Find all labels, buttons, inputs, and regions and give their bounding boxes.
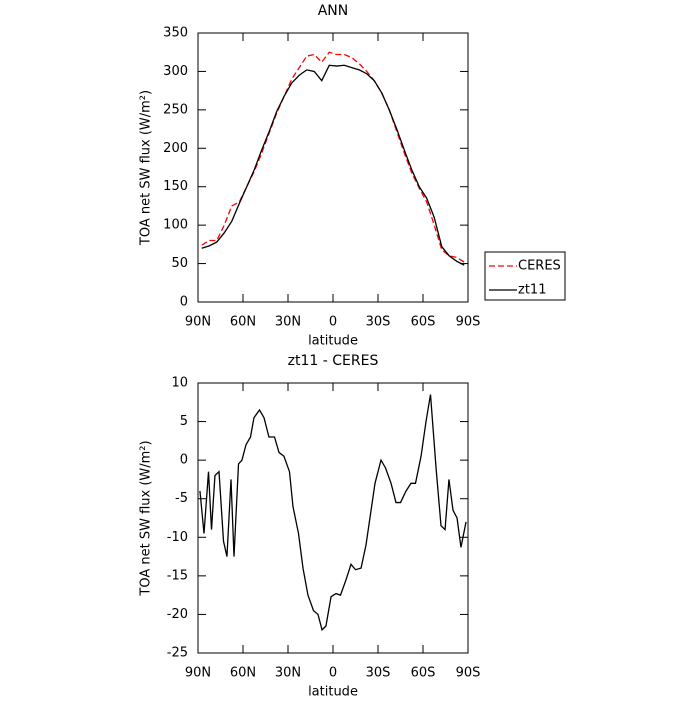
y-tick-label: -25 <box>167 646 188 661</box>
chart-title: ANN <box>318 3 349 19</box>
legend-box <box>484 251 566 301</box>
y-tick-label: -10 <box>167 530 188 545</box>
chart-title: zt11 - CERES <box>288 353 379 369</box>
plot-frame <box>197 32 469 303</box>
x-tick-label: 0 <box>329 666 337 681</box>
y-axis-label: TOA net SW flux (W/m²) <box>139 90 154 246</box>
y-tick-label: -15 <box>167 568 188 583</box>
x-tick-label: 60S <box>411 315 436 330</box>
x-tick-label: 0 <box>329 315 337 330</box>
legend-label: CERES <box>518 259 561 274</box>
x-tick-label: 30N <box>275 666 301 681</box>
y-tick-label: 50 <box>171 256 188 271</box>
x-tick-label: 90N <box>185 666 211 681</box>
x-tick-label: 90S <box>456 315 481 330</box>
x-tick-label: 30S <box>366 666 391 681</box>
y-tick-label: 350 <box>163 26 188 41</box>
x-tick-label: 30S <box>366 315 391 330</box>
data-line <box>201 51 465 263</box>
y-tick-label: 200 <box>163 141 188 156</box>
y-tick-label: 5 <box>180 414 188 429</box>
plot-frame <box>197 382 469 654</box>
x-tick-label: 90N <box>185 315 211 330</box>
y-tick-label: 0 <box>180 295 188 310</box>
y-tick-label: 250 <box>163 102 188 117</box>
x-tick-label: 60N <box>230 666 256 681</box>
x-tick-label: 30N <box>275 315 301 330</box>
x-tick-label: 60S <box>411 666 436 681</box>
x-tick-label: 90S <box>456 666 481 681</box>
y-tick-label: 100 <box>163 218 188 233</box>
x-axis-label: latitude <box>308 685 358 700</box>
x-tick-label: 60N <box>230 315 256 330</box>
x-axis-label: latitude <box>308 334 358 349</box>
y-tick-label: 300 <box>163 64 188 79</box>
y-axis-label: TOA net SW flux (W/m²) <box>139 440 154 596</box>
data-line <box>201 64 465 266</box>
y-tick-label: 150 <box>163 179 188 194</box>
y-tick-label: -20 <box>167 607 188 622</box>
y-tick-label: 10 <box>171 376 188 391</box>
y-tick-label: 0 <box>180 453 188 468</box>
y-tick-label: -5 <box>175 491 188 506</box>
legend-label: zt11 <box>518 283 546 298</box>
data-line <box>199 394 467 632</box>
